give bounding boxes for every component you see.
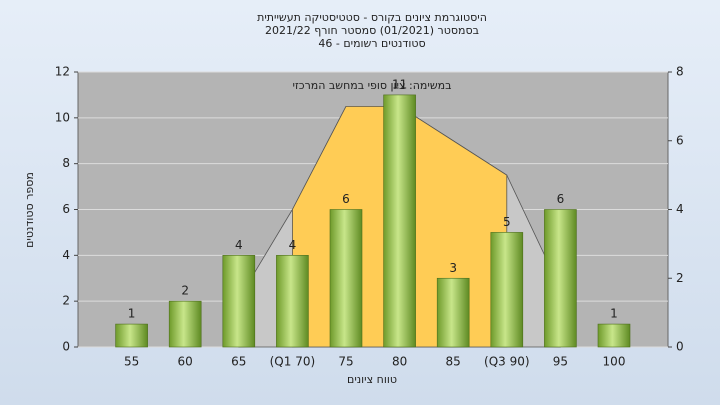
bar (276, 255, 309, 348)
y2-tick-label: 2 (676, 271, 684, 285)
x-tick-label: 80 (392, 355, 407, 369)
chart-title: היסטוגרמת ציונים בקורס - סטטיסטיקה תעשיי… (257, 11, 487, 24)
x-tick-label: 75 (338, 355, 353, 369)
x-tick-label: 100 (603, 355, 626, 369)
data-label: 4 (235, 238, 243, 252)
data-label: 1 (610, 307, 618, 321)
bar (115, 323, 148, 348)
x-tick-label: 65 (231, 355, 246, 369)
bar (597, 323, 631, 348)
data-label: 6 (342, 192, 350, 206)
bar (490, 232, 524, 348)
y-tick-label: 10 (55, 110, 70, 124)
bar (168, 300, 202, 348)
bar (544, 209, 577, 348)
data-label: 1 (128, 307, 136, 321)
bar (222, 255, 256, 348)
annotation: במשימה: ציון סופי במחשב המרכזי (292, 79, 451, 92)
x-tick-label: (Q1 70) (270, 355, 316, 369)
y-tick-label: 0 (62, 340, 70, 354)
y-tick-label: 6 (62, 202, 70, 216)
y-tick-label: 2 (62, 294, 70, 308)
bar (329, 209, 363, 348)
y2-tick-label: 0 (676, 340, 684, 354)
x-tick-label: (Q3 90) (484, 355, 530, 369)
chart-subtitle: סטודנטים רשומים - 46 (318, 37, 425, 50)
data-label: 6 (557, 192, 565, 206)
y-tick-label: 8 (62, 156, 70, 170)
x-tick-label: 85 (446, 355, 461, 369)
y-tick-label: 12 (55, 65, 70, 79)
chart-subtitle: בסמסטר (01/2021) סמסטר חורף 2021/22 (265, 24, 479, 37)
x-tick-label: 60 (178, 355, 193, 369)
x-tick-label: 55 (124, 355, 139, 369)
x-axis-label: טווח ציונים (347, 373, 397, 386)
bar (383, 94, 416, 348)
data-label: 2 (181, 284, 189, 298)
bar (436, 277, 470, 348)
data-label: 11 (392, 77, 407, 91)
data-label: 4 (289, 238, 297, 252)
y-axis-label: מספר סטודנטים (23, 172, 36, 248)
y2-tick-label: 6 (676, 133, 684, 147)
y-tick-label: 4 (62, 248, 70, 262)
x-tick-label: 95 (553, 355, 568, 369)
data-label: 5 (503, 215, 511, 229)
data-label: 3 (449, 261, 457, 275)
y2-tick-label: 8 (676, 65, 684, 79)
y2-tick-label: 4 (676, 202, 684, 216)
